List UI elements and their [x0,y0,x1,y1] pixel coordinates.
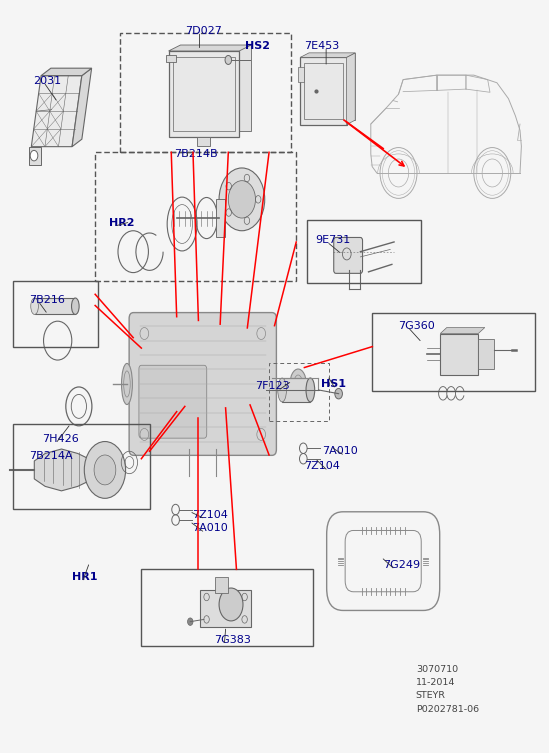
Text: HR1: HR1 [72,572,98,582]
Bar [29,147,41,166]
Polygon shape [72,69,92,147]
Circle shape [219,168,265,230]
Circle shape [388,159,408,187]
Bar [166,55,176,62]
Circle shape [30,151,38,161]
Ellipse shape [31,298,38,315]
Bar [372,313,535,392]
Text: HS2: HS2 [245,41,270,51]
Text: 7A010: 7A010 [192,523,228,533]
Text: 11-2014: 11-2014 [416,678,455,687]
Text: 7D027: 7D027 [185,26,222,36]
Ellipse shape [290,369,306,399]
Bar [298,67,304,81]
Circle shape [335,389,343,399]
Text: HS1: HS1 [321,379,346,389]
Text: STEYR: STEYR [416,691,446,700]
Polygon shape [300,57,346,124]
FancyBboxPatch shape [334,237,362,273]
Text: 7G249: 7G249 [383,560,421,570]
Bar [216,200,225,236]
Polygon shape [309,53,355,120]
Polygon shape [34,449,88,491]
Polygon shape [440,328,485,334]
Bar [478,339,494,369]
Text: 7E453: 7E453 [304,41,340,51]
Polygon shape [169,51,239,137]
Circle shape [228,181,255,218]
Text: HR2: HR2 [109,218,135,227]
FancyBboxPatch shape [129,312,276,456]
Bar [307,220,421,283]
Ellipse shape [71,298,79,315]
Bar [215,577,228,593]
Bar [440,334,478,375]
Polygon shape [169,45,251,51]
Text: 7A010: 7A010 [322,447,358,456]
Bar [120,32,291,152]
FancyBboxPatch shape [139,365,207,438]
Circle shape [380,148,417,198]
Text: 7B214B: 7B214B [174,149,217,159]
Bar [269,363,329,422]
Bar [282,378,310,402]
Bar [35,298,75,315]
Circle shape [188,618,193,626]
Bar [197,137,210,146]
Text: 7H426: 7H426 [42,434,79,444]
Circle shape [482,159,502,187]
Circle shape [85,441,126,498]
Text: 7F123: 7F123 [255,381,290,392]
Text: 7Z104: 7Z104 [304,461,340,471]
Text: P0202781-06: P0202781-06 [416,705,479,714]
Text: 7G383: 7G383 [214,635,250,645]
Circle shape [219,588,243,621]
Text: 3070710: 3070710 [416,665,458,674]
Bar [199,590,251,627]
Bar [141,569,312,645]
Text: 7B214A: 7B214A [29,452,72,462]
Bar [13,281,98,346]
Text: 7B216: 7B216 [29,295,65,305]
Circle shape [94,455,116,485]
Polygon shape [181,45,251,131]
Polygon shape [41,69,92,75]
Text: 7Z104: 7Z104 [192,510,228,520]
Polygon shape [31,75,82,147]
Bar [95,152,296,281]
Ellipse shape [121,364,132,404]
Text: 2031: 2031 [33,76,61,87]
Text: 9E731: 9E731 [315,236,350,245]
Circle shape [474,148,511,198]
Ellipse shape [278,378,287,402]
Text: 7G360: 7G360 [399,321,435,331]
Circle shape [225,56,232,65]
Polygon shape [300,53,355,57]
Polygon shape [346,53,355,124]
Bar [304,62,343,120]
Ellipse shape [306,378,315,402]
Bar [13,424,149,509]
